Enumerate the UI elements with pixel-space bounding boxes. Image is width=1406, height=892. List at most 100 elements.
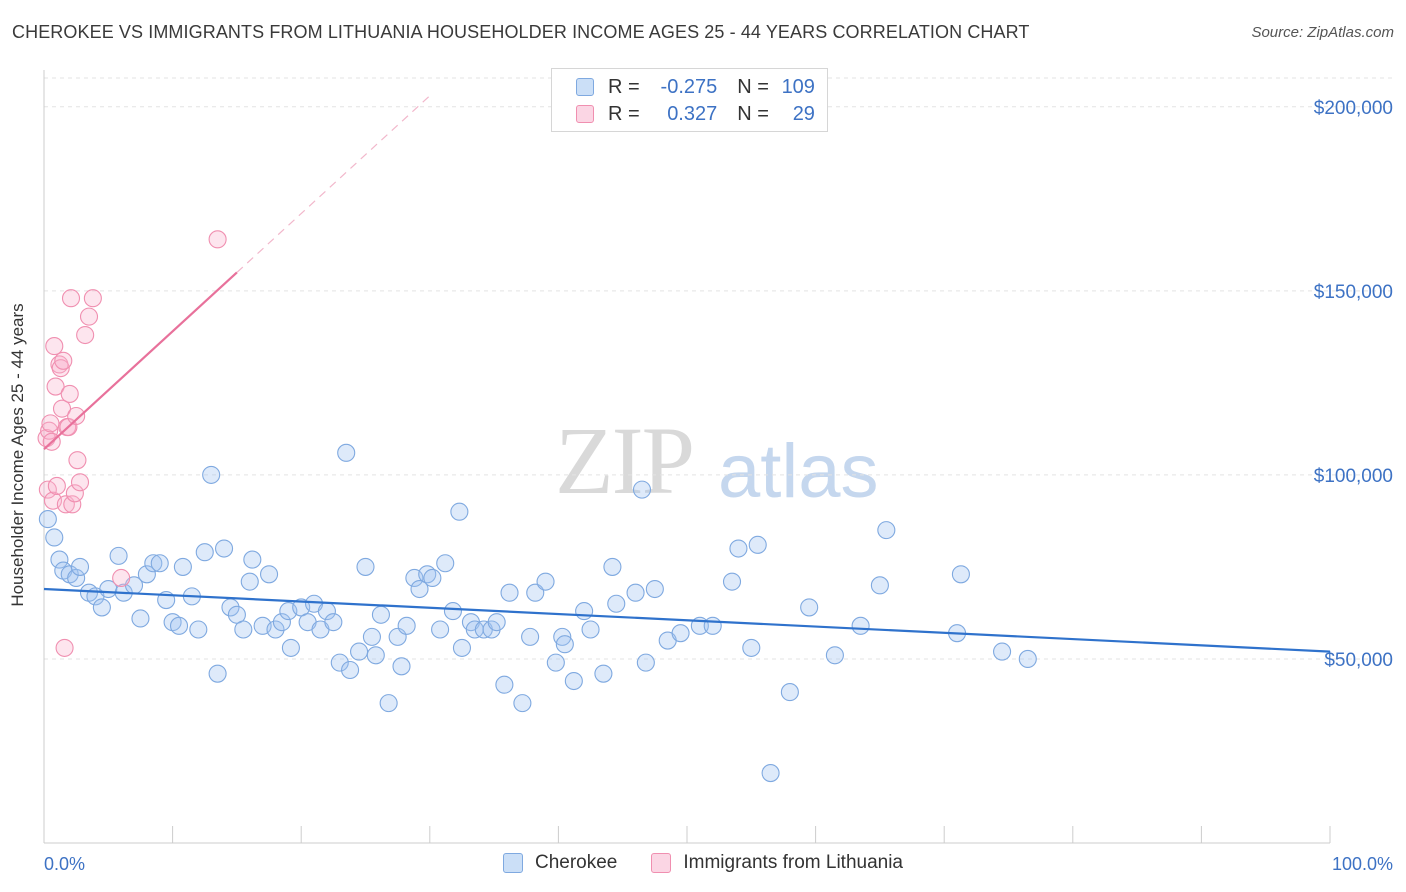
cherokee-points (38, 443, 1037, 783)
cherokee-point (366, 646, 385, 665)
cherokee-point (144, 554, 163, 573)
cherokee-point (761, 764, 780, 783)
cherokee-point (410, 579, 429, 599)
cherokee-point (214, 539, 234, 558)
cherokee-point (356, 557, 375, 576)
cherokee-point (189, 620, 208, 639)
cherokee-point (202, 465, 221, 484)
lithuania-point (38, 480, 57, 499)
cherokee-point (266, 620, 285, 639)
cherokee-point (259, 565, 279, 584)
cherokee-point (38, 510, 57, 529)
legend-row-lithuania: R = 0.327 N = 29 (576, 103, 815, 125)
cherokee-point (423, 568, 442, 588)
lithuania-trend-extension (236, 95, 431, 273)
cherokee-point (436, 554, 455, 573)
legend-r-label: R = (608, 75, 640, 98)
gridlines (44, 77, 1395, 660)
cherokee-point (173, 557, 192, 576)
lithuania-point (83, 289, 102, 308)
chart-title: CHEROKEE VS IMMIGRANTS FROM LITHUANIA HO… (12, 22, 1030, 42)
y-tick-labels: $50,000 $100,000 $150,000 $200,000 (1314, 98, 1393, 671)
cherokee-point (825, 646, 844, 665)
cherokee-point (742, 638, 761, 657)
lithuania-point (41, 414, 60, 433)
cherokee-point (521, 627, 540, 646)
cherokee-point (137, 565, 156, 584)
cherokee-point (748, 535, 767, 554)
cherokee-point (70, 557, 90, 576)
cherokee-point (487, 613, 506, 632)
legend-n-value: 29 (792, 102, 815, 125)
lithuania-trend-line (43, 271, 238, 450)
cherokee-point (632, 480, 652, 499)
cherokee-point (594, 664, 613, 683)
lithuania-point (55, 638, 74, 657)
lithuania-point (79, 307, 99, 326)
cherokee-point (450, 502, 469, 521)
cherokee-point (645, 579, 664, 599)
cherokee-point (703, 616, 722, 635)
lithuania-point (112, 568, 131, 588)
lithuania-point (54, 351, 73, 370)
legend-r-label: R = (608, 102, 640, 125)
cherokee-point (536, 572, 555, 591)
cherokee-point (671, 624, 690, 643)
cherokee-point (993, 642, 1012, 661)
stats-legend: R = -0.275 N = 109 R = 0.327 N = 29 (551, 68, 828, 132)
legend-n-label: N = (737, 102, 769, 125)
lithuania-point (63, 495, 82, 514)
lithuania-point (65, 484, 84, 503)
legend-label-lithuania: Immigrants from Lithuania (683, 852, 904, 873)
cherokee-point (575, 602, 594, 621)
cherokee-point (546, 653, 565, 672)
axes (43, 70, 1331, 844)
lithuania-point (76, 325, 95, 345)
cherokee-point (350, 642, 369, 661)
cherokee-point (208, 664, 227, 683)
y-tick-label: $100,000 (1314, 466, 1393, 487)
cherokee-point (392, 657, 411, 676)
cherokee-trend-line (43, 587, 1331, 653)
cherokee-point (500, 583, 519, 602)
cherokee-point (513, 694, 532, 713)
cherokee-point (951, 565, 970, 584)
legend-swatch-cherokee (502, 853, 523, 873)
cherokee-point (330, 653, 349, 672)
cherokee-point (443, 602, 462, 621)
watermark-atlas: atlas (718, 429, 879, 514)
cherokee-point (851, 616, 870, 635)
x-tick-labels: 0.0% 100.0% (44, 854, 1393, 874)
lithuania-point (45, 337, 64, 356)
y-tick-label: $150,000 (1314, 282, 1393, 303)
cherokee-point (636, 653, 655, 672)
legend-r-value: 0.327 (667, 102, 718, 125)
cherokee-point (607, 594, 626, 613)
y-tick-label: $50,000 (1324, 650, 1393, 671)
legend-r-value: -0.275 (660, 75, 718, 98)
lithuania-point (61, 289, 81, 308)
lithuania-point (68, 451, 87, 470)
cherokee-point (452, 638, 472, 657)
legend-swatch-blue (576, 78, 594, 96)
y-axis-label: Householder Income Ages 25 - 44 years (8, 303, 27, 607)
cherokee-point (109, 546, 128, 565)
legend-item-cherokee: Cherokee (502, 852, 618, 874)
legend-item-lithuania: Immigrants from Lithuania (651, 852, 903, 874)
lithuania-point (70, 473, 90, 492)
watermark-zip: ZIP (555, 407, 695, 514)
cherokee-point (234, 620, 253, 639)
cherokee-point (603, 557, 622, 576)
cherokee-point (877, 521, 896, 540)
cherokee-point (195, 543, 214, 562)
cherokee-point (729, 539, 748, 558)
legend-n-label: N = (737, 75, 769, 98)
series-legend: Cherokee Immigrants from Lithuania (0, 852, 1406, 874)
cherokee-point (272, 613, 291, 632)
cherokee-point (722, 572, 742, 591)
lithuania-point (52, 399, 72, 418)
cherokee-point (780, 683, 799, 702)
cherokee-point (341, 660, 360, 680)
legend-label-cherokee: Cherokee (534, 852, 618, 873)
